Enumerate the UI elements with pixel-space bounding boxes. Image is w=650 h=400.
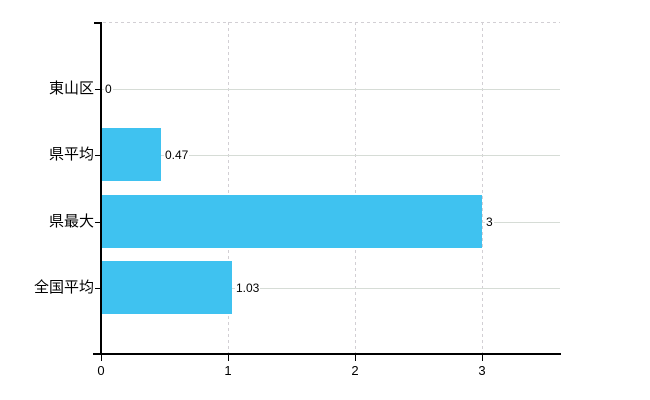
bar bbox=[102, 128, 161, 181]
category-label: 県平均 bbox=[48, 146, 94, 163]
gridline-vertical-dashed bbox=[482, 22, 483, 353]
gridline-horizontal bbox=[102, 155, 560, 156]
gridline-horizontal bbox=[102, 89, 560, 90]
bar bbox=[102, 195, 482, 248]
x-tick-label: 0 bbox=[97, 363, 105, 378]
x-tick bbox=[355, 355, 356, 361]
plot-top-border bbox=[103, 22, 560, 23]
category-tick bbox=[95, 155, 101, 156]
x-axis bbox=[93, 353, 561, 355]
y-axis bbox=[100, 22, 102, 355]
bar-value-label: 1.03 bbox=[235, 280, 261, 296]
x-tick-label: 1 bbox=[224, 363, 232, 378]
category-label: 東山区 bbox=[48, 80, 94, 97]
bar-value-label: 3 bbox=[485, 214, 494, 230]
category-tick bbox=[95, 288, 101, 289]
category-label: 全国平均 bbox=[33, 279, 94, 296]
category-tick bbox=[95, 89, 101, 90]
x-tick bbox=[228, 355, 229, 361]
gridline-horizontal bbox=[102, 288, 560, 289]
gridline-vertical-dashed bbox=[355, 22, 356, 353]
x-tick bbox=[482, 355, 483, 361]
gridline-vertical-dashed bbox=[228, 22, 229, 353]
bar-value-label: 0 bbox=[104, 81, 113, 97]
x-tick bbox=[101, 355, 102, 361]
bar-value-label: 0.47 bbox=[164, 147, 190, 163]
category-tick bbox=[95, 222, 101, 223]
y-axis-top-tick bbox=[94, 22, 100, 24]
bar bbox=[102, 261, 232, 314]
x-tick-label: 2 bbox=[351, 363, 359, 378]
category-label: 県最大 bbox=[48, 213, 94, 230]
x-tick-label: 3 bbox=[478, 363, 486, 378]
